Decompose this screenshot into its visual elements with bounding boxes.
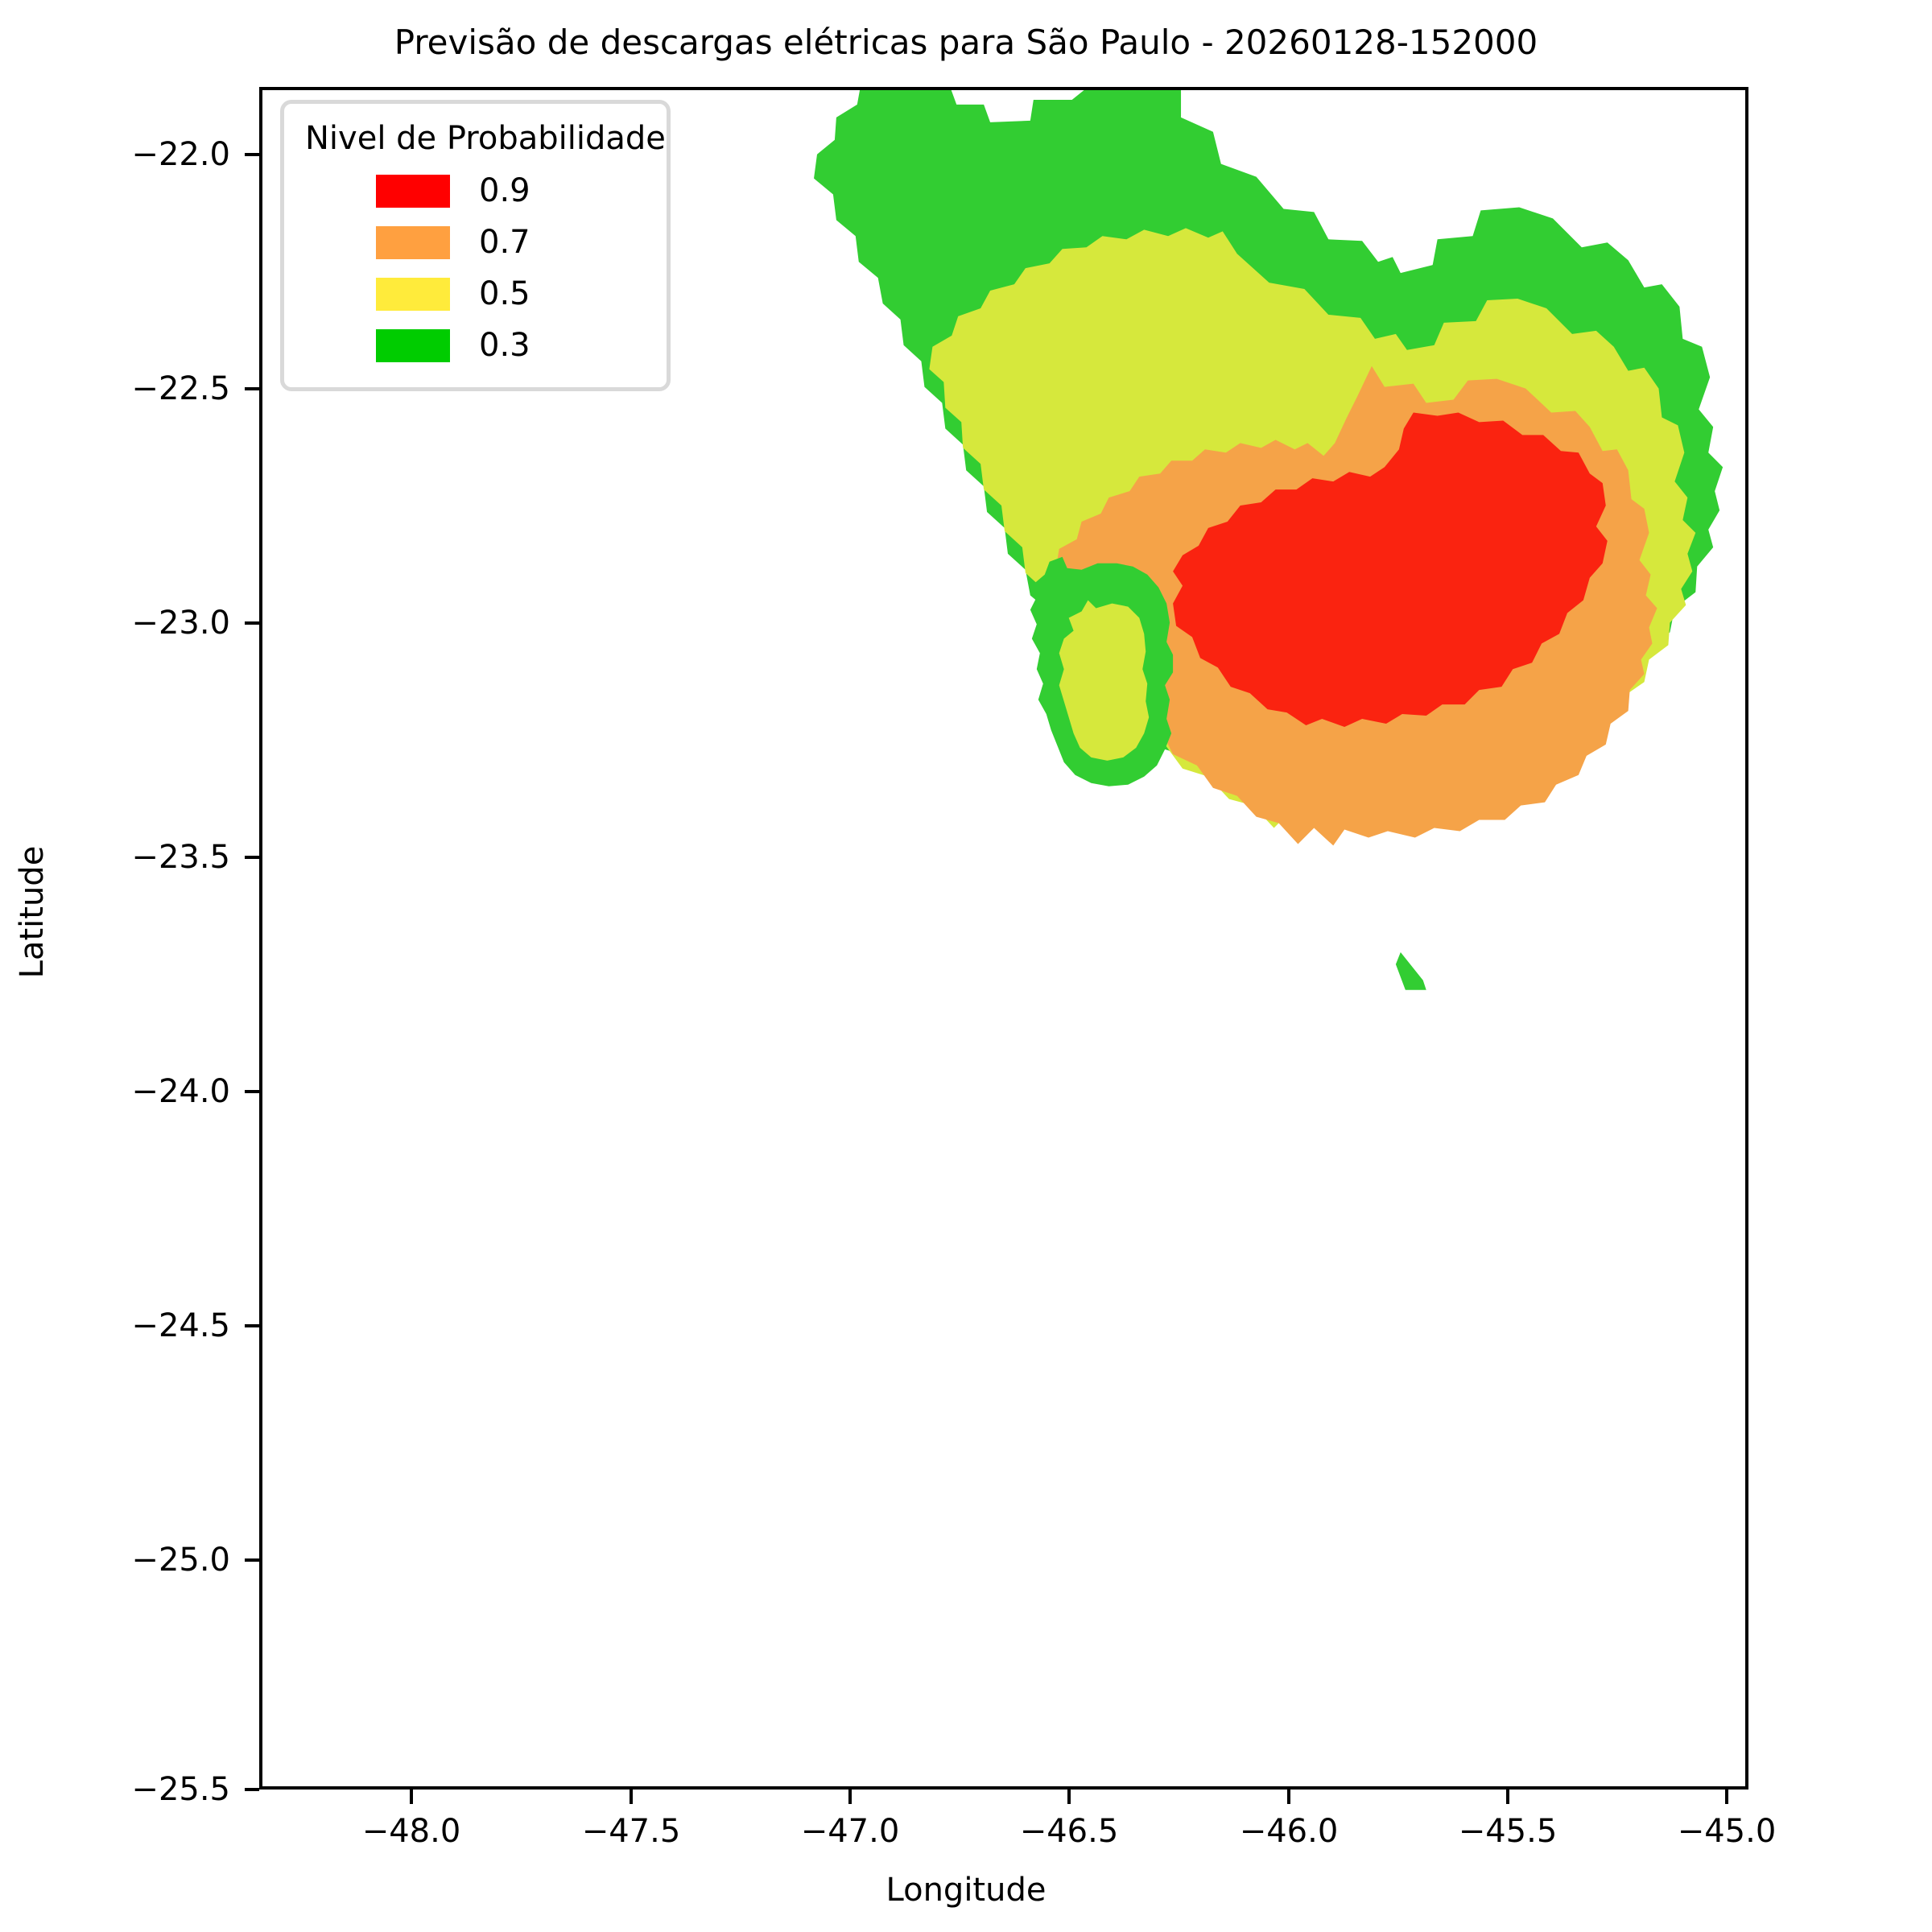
ytick-label: −22.5 (131, 370, 230, 407)
ytick-label: −23.5 (131, 839, 230, 876)
legend-item[interactable]: 0.3 (302, 320, 649, 371)
legend-item[interactable]: 0.9 (302, 165, 649, 217)
xtick-mark (1506, 1790, 1509, 1804)
xtick-label: −46.5 (1019, 1813, 1119, 1850)
color-swatch-icon (376, 174, 450, 208)
xtick-label: −45.5 (1458, 1813, 1558, 1850)
ytick-mark (245, 1090, 259, 1093)
ytick-mark (245, 1788, 259, 1791)
legend-title: Nivel de Probabilidade (305, 120, 666, 157)
xtick-mark (1725, 1790, 1728, 1804)
legend: Nivel de Probabilidade 0.9 0.7 0.5 0.3 (280, 100, 671, 391)
color-swatch-icon (376, 225, 450, 259)
xtick-mark (410, 1790, 413, 1804)
plot-area (259, 87, 1748, 1790)
legend-item[interactable]: 0.7 (302, 217, 649, 268)
ytick-label: −24.5 (131, 1307, 230, 1344)
contour-band-0.5-secondary (1059, 600, 1150, 761)
ytick-mark (245, 1558, 259, 1562)
xtick-label: −46.0 (1239, 1813, 1339, 1850)
y-axis-label: Latitude (14, 845, 51, 979)
legend-item-label: 0.7 (479, 224, 530, 261)
legend-item[interactable]: 0.5 (302, 268, 649, 320)
ytick-mark (245, 387, 259, 390)
ytick-label: −24.0 (131, 1073, 230, 1110)
ytick-label: −22.0 (131, 136, 230, 173)
xtick-label: −48.0 (361, 1813, 461, 1850)
ytick-label: −25.0 (131, 1542, 230, 1579)
xtick-mark (630, 1790, 633, 1804)
xtick-mark (1287, 1790, 1290, 1804)
color-swatch-icon (376, 277, 450, 311)
xtick-label: −47.5 (581, 1813, 681, 1850)
contour-plot (814, 90, 1724, 990)
ytick-mark (245, 621, 259, 625)
ytick-label: −23.0 (131, 605, 230, 642)
legend-item-label: 0.5 (479, 275, 530, 312)
legend-item-label: 0.9 (479, 172, 530, 209)
xtick-label: −45.0 (1677, 1813, 1777, 1850)
contour-band-0.9-main (1173, 412, 1608, 727)
contour-band-0.3-speck (1395, 952, 1426, 990)
legend-item-label: 0.3 (479, 327, 530, 364)
xtick-label: −47.0 (800, 1813, 900, 1850)
ytick-mark (245, 1324, 259, 1327)
color-swatch-icon (376, 328, 450, 362)
ytick-mark (245, 856, 259, 859)
xtick-mark (1067, 1790, 1071, 1804)
page-title: Previsão de descargas elétricas para São… (394, 23, 1538, 62)
x-axis-label: Longitude (886, 1872, 1046, 1909)
ytick-mark (245, 153, 259, 156)
ytick-label: −25.5 (131, 1771, 230, 1808)
xtick-mark (848, 1790, 852, 1804)
